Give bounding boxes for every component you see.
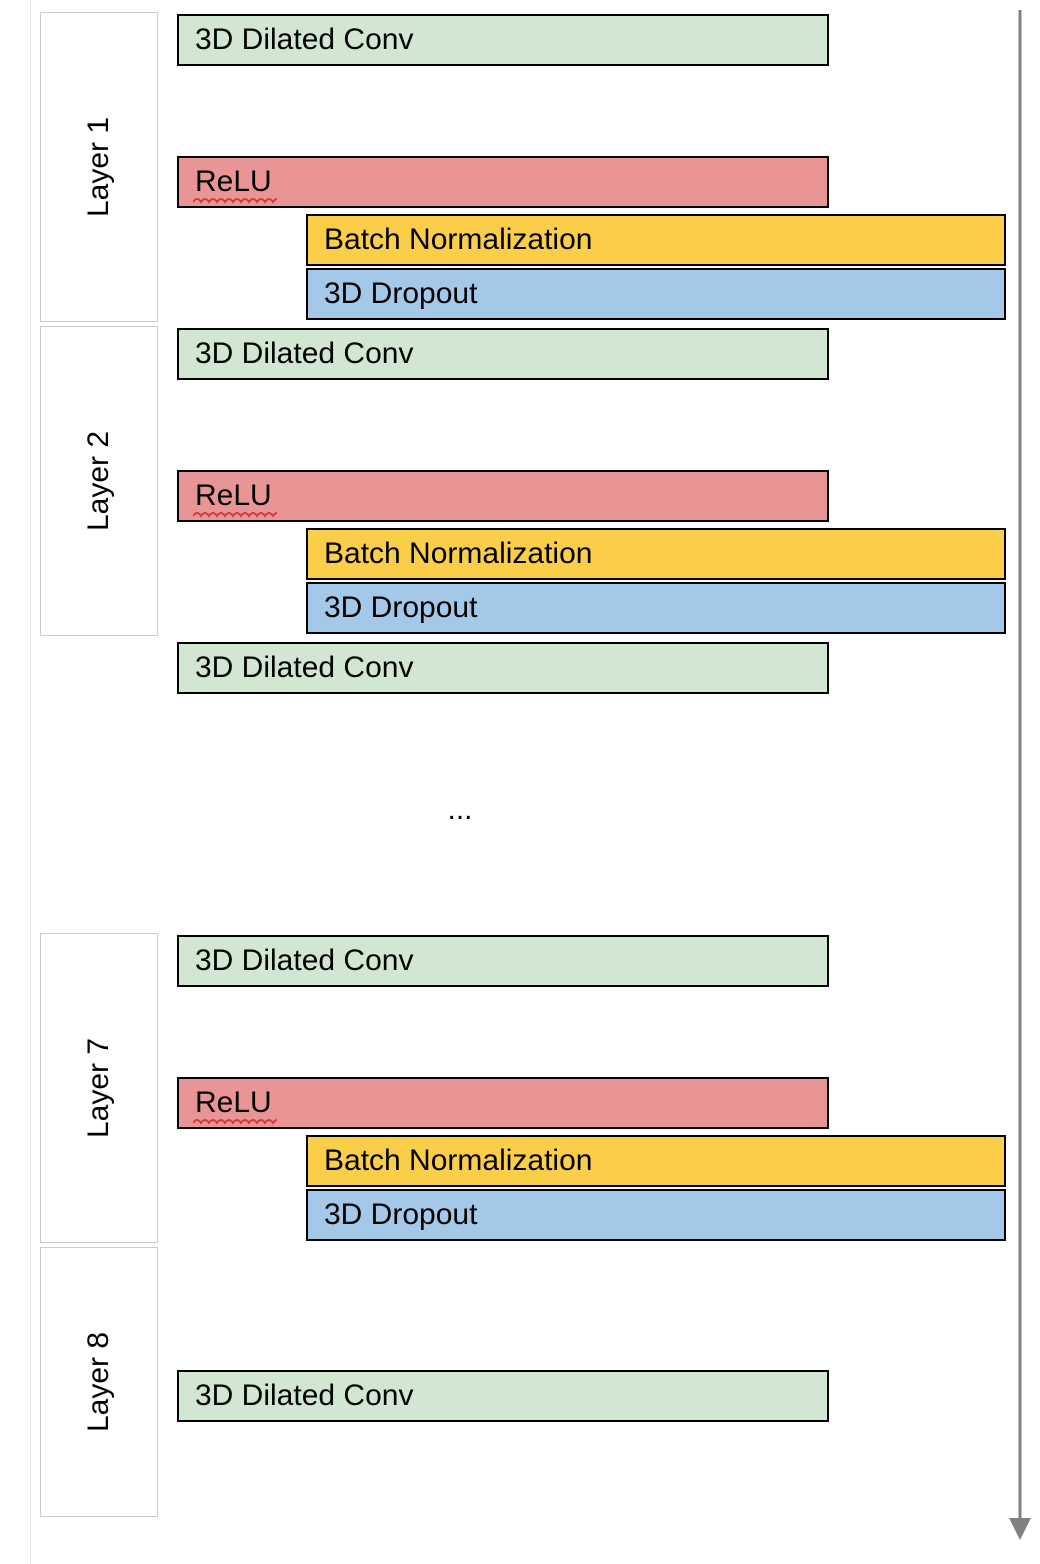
op-bn: Batch Normalization: [306, 214, 1006, 266]
op-label: 3D Dilated Conv: [195, 944, 413, 978]
op-label: Batch Normalization: [324, 537, 592, 571]
layer-label-layer1: Layer 1: [82, 117, 116, 217]
op-label: 3D Dropout: [324, 277, 477, 311]
op-label: Batch Normalization: [324, 1144, 592, 1178]
op-label: ReLU: [195, 165, 272, 199]
op-conv: 3D Dilated Conv: [177, 14, 829, 66]
op-label: 3D Dilated Conv: [195, 337, 413, 371]
op-conv: 3D Dilated Conv: [177, 1370, 829, 1422]
layer-label-layer8: Layer 8: [82, 1332, 116, 1432]
op-label: 3D Dilated Conv: [195, 23, 413, 57]
ellipsis: ...: [447, 793, 472, 827]
op-label: Batch Normalization: [324, 223, 592, 257]
op-label: 3D Dropout: [324, 1198, 477, 1232]
op-label: ReLU: [195, 479, 272, 513]
op-relu: ReLU: [177, 470, 829, 522]
op-drop: 3D Dropout: [306, 268, 1006, 320]
guideline: [30, 0, 31, 1564]
op-bn: Batch Normalization: [306, 1135, 1006, 1187]
op-conv: 3D Dilated Conv: [177, 642, 829, 694]
layer-label-layer7: Layer 7: [82, 1038, 116, 1138]
op-drop: 3D Dropout: [306, 582, 1006, 634]
op-bn: Batch Normalization: [306, 528, 1006, 580]
op-label: 3D Dilated Conv: [195, 651, 413, 685]
op-label: 3D Dilated Conv: [195, 1379, 413, 1413]
op-label: 3D Dropout: [324, 591, 477, 625]
op-conv: 3D Dilated Conv: [177, 935, 829, 987]
op-label: ReLU: [195, 1086, 272, 1120]
diagram-canvas: Layer 1 Layer 2 Layer 7 Layer 8 3D Dilated C…: [0, 0, 1040, 1564]
op-conv: 3D Dilated Conv: [177, 328, 829, 380]
op-relu: ReLU: [177, 156, 829, 208]
op-drop: 3D Dropout: [306, 1189, 1006, 1241]
op-relu: ReLU: [177, 1077, 829, 1129]
layer-label-layer2: Layer 2: [82, 431, 116, 531]
